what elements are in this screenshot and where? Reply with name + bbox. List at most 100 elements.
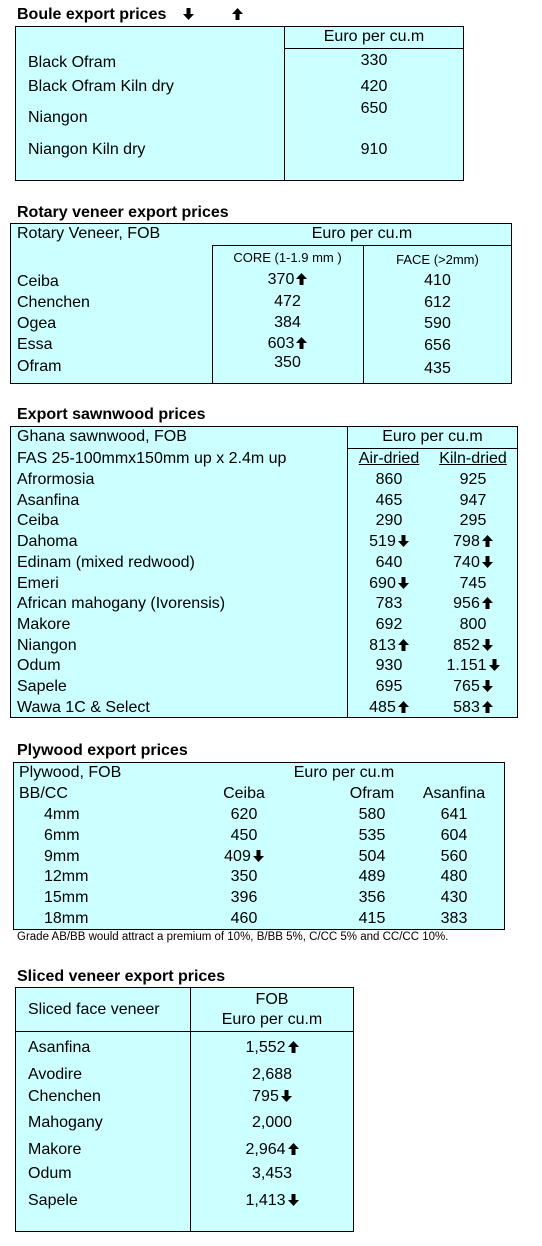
plywood-row-asanfina: 560 [440,847,468,865]
plywood-title: Plywood export prices [17,742,188,759]
arrow-up-icon [286,1039,299,1056]
rotary-table: Rotary Veneer, FOB Euro per cu.m CORE (1… [10,223,512,384]
rotary-label: Rotary Veneer, FOB [17,225,161,242]
sawnwood-row-kiln: 800 [459,615,487,633]
sawnwood-row-name: African mahogany (Ivorensis) [17,595,226,613]
boule-row-value: 420 [360,78,388,95]
sliced-label: Sliced face veneer [28,1001,160,1018]
plywood-row-ofram: 580 [358,806,386,823]
sawnwood-row-kiln: 583 [429,698,517,718]
sawnwood-header: Euro per cu.m [382,428,483,445]
sawnwood-row-kiln: 740 [429,553,517,573]
rotary-row-face: 410 [424,272,451,289]
plywood-row-ceiba: 460 [230,910,258,927]
sawnwood-row-air: 640 [375,553,403,571]
arrow-up-icon [480,595,493,612]
sliced-header-fob: FOB [255,991,289,1008]
arrow-up-icon [396,699,409,716]
sawnwood-row-name: Asanfina [17,491,80,509]
plywood-row-ofram: 415 [358,910,386,927]
sawnwood-table: Ghana sawnwood, FOB Euro per cu.m FAS 25… [10,426,518,718]
sawnwood-row-name: Odum [17,657,61,675]
plywood-row-ceiba: 450 [230,826,258,844]
boule-row-value: 650 [360,100,388,117]
sliced-row-value: 795 [190,1087,354,1107]
sliced-row-name: Avodire [28,1066,82,1083]
sliced-row-value: 1,552 [190,1038,354,1058]
plywood-row-ceiba: 409 [209,847,279,867]
sawnwood-row-air: 485 [349,698,429,718]
arrow-up-icon [480,699,493,716]
arrow-down-icon [396,575,409,592]
sliced-row-name: Mahogany [28,1114,103,1131]
sawnwood-row-air: 290 [375,512,403,530]
sliced-row-name: Sapele [28,1192,78,1209]
arrow-down-icon [396,533,409,550]
rotary-row-core: 472 [274,293,301,310]
plywood-row-ofram: 504 [358,847,386,865]
rotary-row-face: 656 [424,337,451,354]
arrow-down-icon [286,1192,299,1209]
rotary-row-face: 590 [424,315,451,332]
sawnwood-label: Ghana sawnwood, FOB [17,428,187,445]
plywood-row-ceiba: 396 [230,889,258,907]
boule-row-name: Niangon Kiln dry [28,141,146,158]
rotary-row-core: 603 [212,334,363,354]
sawnwood-row-name: Sapele [17,678,67,695]
rotary-row-name: Essa [17,336,53,353]
sawnwood-row-kiln: 956 [429,594,517,614]
arrow-up-icon [396,637,409,654]
plywood-row-size: 12mm [44,868,89,886]
plywood-row-size: 18mm [44,910,89,927]
sliced-row-name: Asanfina [28,1039,91,1056]
plywood-row-asanfina: 480 [440,868,468,886]
arrow-down-icon [181,6,194,23]
plywood-row-size: 4mm [44,806,80,823]
plywood-grade: BB/CC [19,785,68,802]
boule-row-name: Niangon [28,109,88,126]
plywood-col-ofram: Ofram [349,785,395,802]
rotary-row-name: Ogea [17,315,57,332]
plywood-row-ofram: 356 [358,889,386,907]
rotary-row-face: 435 [424,360,451,377]
plywood-label: Plywood, FOB [19,764,122,781]
sliced-row-value: 2,000 [251,1114,293,1131]
sliced-row-name: Chenchen [28,1088,101,1105]
plywood-row-size: 9mm [44,847,80,865]
plywood-row-ofram: 535 [358,826,386,844]
boule-row-value: 910 [360,141,388,158]
sawnwood-title: Export sawnwood prices [17,406,206,423]
sawnwood-row-kiln: 852 [429,636,517,656]
sawnwood-row-air: 783 [375,595,403,613]
sawnwood-row-name: Makore [17,615,71,633]
sliced-row-name: Odum [28,1165,72,1182]
sawnwood-row-name: Afrormosia [17,471,95,488]
plywood-table: Plywood, FOB Euro per cu.m BB/CC Ceiba O… [13,762,505,930]
sawnwood-row-air: 519 [349,532,429,552]
rotary-core-header: CORE (1-1.9 mm ) [233,250,342,265]
arrow-down-icon [487,657,500,674]
sliced-header-unit: Euro per cu.m [221,1011,323,1028]
sliced-row-value: 1,413 [190,1191,354,1211]
sawnwood-row-name: Niangon [17,636,77,654]
sawnwood-row-air: 860 [375,471,403,488]
arrow-down-icon [480,678,493,695]
rotary-row-name: Ofram [17,358,62,375]
sliced-table: Sliced face veneer FOB Euro per cu.m Asa… [15,987,354,1232]
rotary-row-core: 370 [212,270,363,290]
sawnwood-row-air: 930 [375,657,403,675]
arrow-down-icon [251,848,264,865]
plywood-row-size: 6mm [44,826,80,844]
sawnwood-row-kiln: 947 [459,491,487,509]
plywood-header: Euro per cu.m [293,764,395,781]
sawnwood-row-air: 695 [375,678,403,695]
arrow-up-icon [480,533,493,550]
rotary-header: Euro per cu.m [311,225,413,242]
sliced-row-name: Makore [28,1141,82,1158]
sawnwood-row-air: 690 [349,574,429,594]
sliced-title: Sliced veneer export prices [17,968,226,985]
rotary-title: Rotary veneer export prices [17,204,229,221]
sawnwood-row-kiln: 925 [459,471,487,488]
boule-row-value: 330 [360,52,388,69]
boule-row-name: Black Ofram Kiln dry [28,78,174,95]
